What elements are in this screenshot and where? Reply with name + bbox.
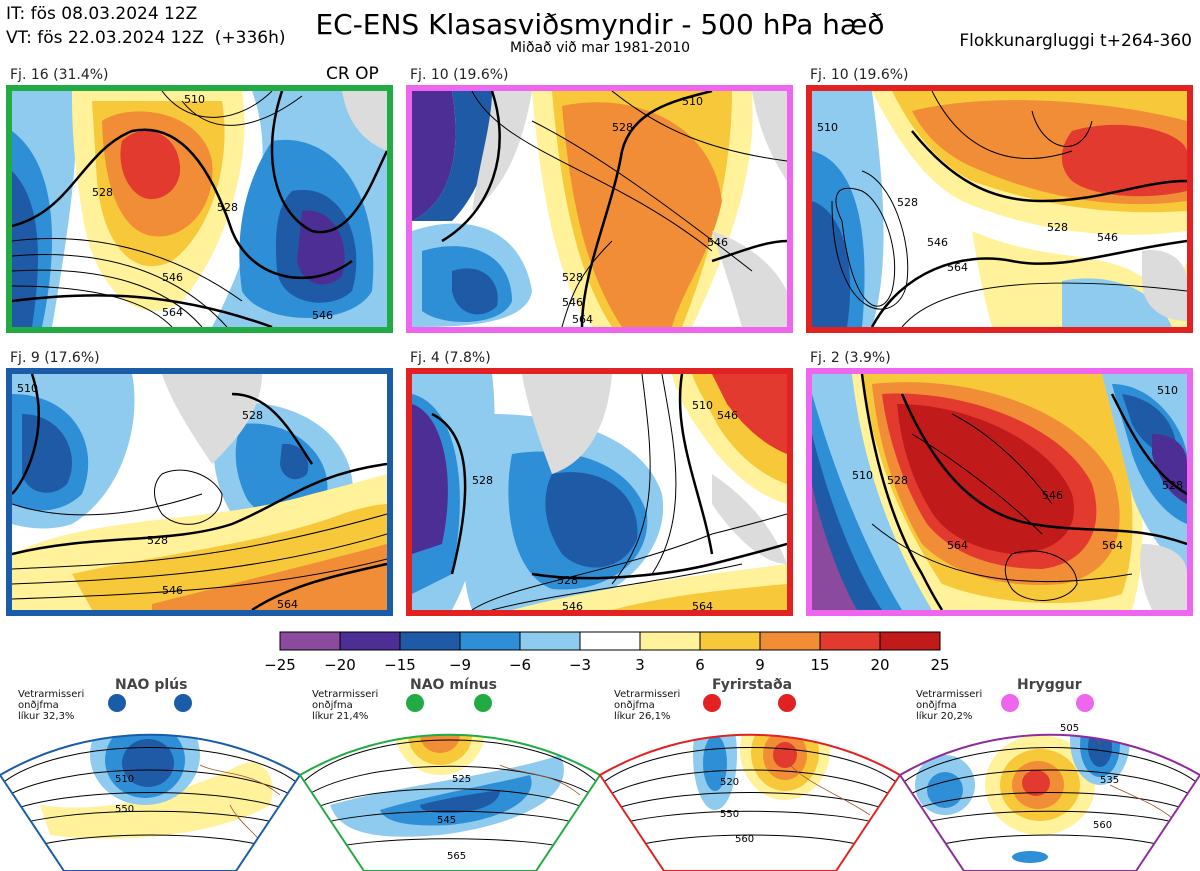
regime-info: Vetrarmisseri onðjfma líkur 20,2% xyxy=(916,689,983,722)
colorbar-tick-label: 25 xyxy=(930,656,949,674)
colorbar-swatch xyxy=(639,631,701,651)
panel-label-4: Fj. 9 (17.6%) xyxy=(10,350,100,366)
cluster-map-5: 510 546 528 528 546 564 xyxy=(406,368,793,616)
contour-label: 510 xyxy=(852,469,873,482)
contour-label: 528 xyxy=(1162,479,1183,492)
panel-label-3: Fj. 10 (19.6%) xyxy=(810,67,909,83)
regime-contour-label: 565 xyxy=(447,851,466,862)
regime-strip: 510 550 525 545 565 xyxy=(0,675,1200,871)
contour-label: 546 xyxy=(1097,231,1118,244)
cluster-map-2: 510 528 546 528 546 564 xyxy=(406,85,793,333)
contour-label: 564 xyxy=(947,261,968,274)
contour-label: 528 xyxy=(92,186,113,199)
colorbar-swatch xyxy=(579,631,641,651)
contour-label: 528 xyxy=(612,121,633,134)
contour-label: 564 xyxy=(162,306,183,319)
contour-label: 510 xyxy=(682,95,703,108)
colorbar-swatch xyxy=(819,631,881,651)
colorbar-tick-label: −3 xyxy=(569,656,591,674)
regime-contour-label: 510 xyxy=(115,774,134,785)
contour-label: 546 xyxy=(927,236,948,249)
cluster-map-6: 510 528 546 564 564 510 528 xyxy=(806,368,1193,616)
panel-label-2: Fj. 10 (19.6%) xyxy=(410,67,509,83)
colorbar-tick-label: −20 xyxy=(324,656,356,674)
contour-label: 564 xyxy=(572,313,593,326)
contour-label: 546 xyxy=(707,236,728,249)
contour-label: 546 xyxy=(312,309,333,322)
regime-title: Hryggur xyxy=(1017,677,1082,693)
regime-contour-label: 550 xyxy=(720,809,739,820)
cluster-map-3: 510 528 546 528 564 546 xyxy=(806,85,1193,333)
regime-contour-label: 520 xyxy=(720,777,739,788)
panel-label-1: Fj. 16 (31.4%) xyxy=(10,67,109,83)
regime-title: NAO plús xyxy=(115,677,188,693)
regime-title: Fyrirstaða xyxy=(712,677,793,693)
regime-contour-label: 560 xyxy=(1093,820,1112,831)
contour-label: 564 xyxy=(692,600,713,610)
contour-label: 510 xyxy=(817,121,838,134)
regime-contour-label: 525 xyxy=(452,774,471,785)
regime-info: Vetrarmisseri onðjfma líkur 21,4% xyxy=(312,689,379,722)
regime-contour-label: 545 xyxy=(437,815,456,826)
colorbar-tick-label: −6 xyxy=(509,656,531,674)
contour-label: 510 xyxy=(1157,384,1178,397)
valid-time: VT: fös 22.03.2024 12Z (+336h) xyxy=(6,28,286,48)
panel-label-6: Fj. 2 (3.9%) xyxy=(810,350,891,366)
contour-label: 528 xyxy=(242,409,263,422)
regime-info: Vetrarmisseri onðjfma líkur 26,1% xyxy=(614,689,681,722)
contour-label: 546 xyxy=(562,296,583,309)
colorbar-swatch xyxy=(339,631,401,651)
contour-label: 546 xyxy=(162,584,183,597)
colorbar-tick-label: 6 xyxy=(695,656,705,674)
regime-contour-label: 505 xyxy=(1060,723,1079,734)
colorbar-tick-label: 15 xyxy=(810,656,829,674)
contour-label: 528 xyxy=(1047,221,1068,234)
regime-contour-label: 560 xyxy=(735,834,754,845)
contour-label: 564 xyxy=(1102,539,1123,552)
colorbar-swatch xyxy=(459,631,521,651)
contour-label: 528 xyxy=(557,574,578,587)
cluster-map-1: 510 528 528 546 564 546 xyxy=(6,85,393,333)
contour-label: 510 xyxy=(692,399,713,412)
contour-label: 510 xyxy=(184,93,205,106)
colorbar: −25 −20 −15 −9 −6 −3 3 6 9 15 20 25 xyxy=(264,631,950,674)
colorbar-tick-label: 9 xyxy=(755,656,765,674)
colorbar-swatch xyxy=(279,631,341,651)
regime-contour-label: 535 xyxy=(1100,775,1119,786)
page-subtitle: Miðað við mar 1981-2010 xyxy=(509,40,691,56)
contour-label: 510 xyxy=(17,382,38,395)
colorbar-swatch xyxy=(759,631,821,651)
contour-label: 546 xyxy=(562,600,583,610)
contour-label: 528 xyxy=(562,271,583,284)
colorbar-swatch xyxy=(519,631,581,651)
colorbar-tick-label: −25 xyxy=(264,656,296,674)
contour-label: 528 xyxy=(472,474,493,487)
colorbar-swatch xyxy=(699,631,761,651)
colorbar-tick-label: 20 xyxy=(870,656,889,674)
contour-label: 528 xyxy=(147,534,168,547)
page-title: EC-ENS Klasasviðsmyndir - 500 hPa hæð xyxy=(315,8,885,41)
classification-window: Flokkunargluggi t+264-360 xyxy=(959,31,1192,51)
contour-label: 528 xyxy=(897,196,918,209)
contour-label: 528 xyxy=(887,474,908,487)
regime-contour-label: 550 xyxy=(115,804,134,815)
colorbar-swatch xyxy=(399,631,461,651)
colorbar-tick-label: −15 xyxy=(384,656,416,674)
contour-label: 564 xyxy=(277,598,298,610)
contour-label: 546 xyxy=(717,409,738,422)
colorbar-tick-label: 3 xyxy=(635,656,645,674)
regime-svg: 510 550 525 545 565 xyxy=(0,694,1200,871)
contour-label: 546 xyxy=(162,271,183,284)
regime-info: Vetrarmisseri onðjfma líkur 32,3% xyxy=(18,689,85,722)
init-time: IT: fös 08.03.2024 12Z xyxy=(6,4,198,24)
contour-label: 564 xyxy=(947,539,968,552)
colorbar-swatch xyxy=(879,631,941,651)
contour-label: 546 xyxy=(1042,489,1063,502)
panel-label-5: Fj. 4 (7.8%) xyxy=(410,350,491,366)
colorbar-tick-label: −9 xyxy=(449,656,471,674)
cr-op-label: CR OP xyxy=(326,64,379,84)
cluster-map-4: 510 528 528 546 564 xyxy=(6,368,393,616)
regime-title: NAO mínus xyxy=(410,677,497,693)
contour-label: 528 xyxy=(217,201,238,214)
